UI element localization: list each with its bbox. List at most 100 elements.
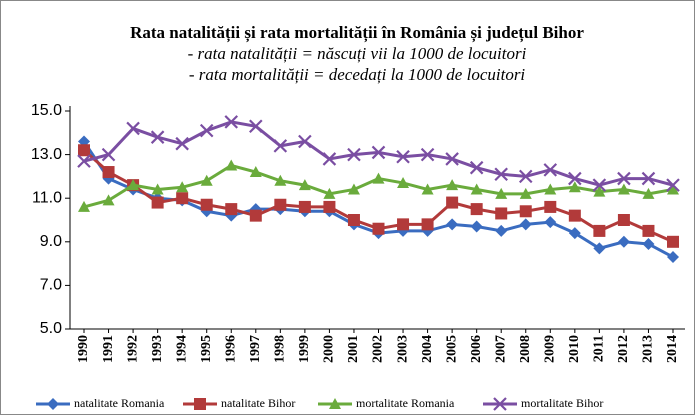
point — [176, 181, 189, 193]
x-tick-label: 2003 — [395, 335, 410, 363]
point — [175, 136, 189, 151]
legend-marker — [329, 398, 341, 409]
chart-subtitle: - rata natalității = născuți vii la 1000… — [188, 44, 527, 63]
point — [642, 187, 655, 199]
point — [667, 183, 679, 195]
point — [151, 183, 164, 195]
point — [544, 183, 557, 195]
point — [274, 198, 287, 211]
point — [642, 224, 655, 237]
point — [568, 171, 582, 186]
x-tick-label: 2009 — [543, 335, 558, 363]
point — [617, 214, 630, 226]
x-tick-label: 2008 — [518, 335, 533, 363]
point — [593, 242, 606, 255]
point — [372, 172, 385, 184]
point — [519, 205, 532, 218]
y-tick-label: 7.0 — [40, 277, 62, 294]
point — [568, 209, 581, 222]
point — [544, 216, 557, 229]
chart-subtitle: - rata mortalității = decedați la 1000 d… — [189, 65, 526, 84]
point — [249, 166, 262, 178]
point — [78, 144, 90, 157]
x-tick-label: 2006 — [469, 335, 484, 363]
x-tick-label: 1992 — [125, 335, 140, 363]
y-tick-label: 9.0 — [40, 233, 62, 250]
point — [102, 194, 115, 206]
point — [176, 192, 189, 205]
point — [396, 150, 410, 164]
point — [446, 196, 459, 209]
point — [593, 224, 606, 237]
point — [592, 178, 607, 192]
legend-label: natalitate Romania — [74, 396, 165, 410]
point — [617, 171, 631, 186]
legend-label: mortalitate Romania — [356, 396, 455, 410]
x-tick-label: 2013 — [641, 335, 656, 363]
point — [495, 207, 508, 220]
x-tick-label: 2014 — [665, 335, 680, 363]
point — [347, 214, 360, 226]
y-tick-label: 13.0 — [31, 146, 62, 163]
x-tick-label: 1997 — [248, 335, 263, 363]
legend-marker — [47, 398, 59, 410]
y-tick-label: 11.0 — [32, 189, 62, 206]
point — [77, 154, 91, 168]
point — [150, 130, 165, 144]
x-tick-label: 2011 — [592, 335, 607, 362]
x-tick-label: 2007 — [493, 335, 508, 363]
point — [397, 218, 410, 231]
point — [641, 171, 656, 186]
x-tick-label: 2005 — [444, 335, 459, 363]
point — [397, 176, 410, 188]
x-tick-label: 1994 — [174, 335, 189, 363]
point — [372, 222, 385, 235]
point — [470, 220, 483, 233]
point — [347, 147, 361, 162]
point — [224, 115, 239, 129]
point — [126, 121, 140, 136]
point — [446, 179, 459, 191]
point — [642, 237, 655, 250]
point — [274, 174, 287, 186]
point — [495, 187, 508, 199]
x-tick-label: 2001 — [346, 335, 361, 363]
point — [199, 123, 214, 138]
chart-title: Rata natalității și rata mortalității în… — [130, 23, 584, 43]
point — [249, 209, 262, 222]
point — [593, 185, 606, 197]
x-tick-label: 1990 — [76, 335, 91, 363]
y-tick-label: 15.0 — [31, 102, 62, 119]
point — [470, 203, 483, 216]
point — [347, 183, 360, 195]
point — [568, 181, 581, 193]
y-tick-label: 5.0 — [40, 320, 62, 337]
point — [667, 251, 679, 264]
point — [298, 134, 312, 149]
point — [151, 196, 164, 209]
point — [200, 174, 213, 186]
x-tick-label: 2002 — [371, 335, 386, 363]
point — [421, 218, 434, 231]
x-tick-label: 2012 — [616, 335, 631, 363]
legend-label: mortalitate Bihor — [521, 396, 603, 410]
point — [420, 147, 435, 162]
x-tick-label: 1993 — [150, 335, 165, 363]
point — [445, 152, 459, 166]
point — [371, 145, 386, 160]
point — [323, 200, 336, 213]
x-tick-label: 1995 — [199, 335, 214, 363]
x-tick-label: 2010 — [567, 335, 582, 363]
point — [225, 203, 238, 216]
point — [666, 178, 680, 192]
point — [667, 235, 679, 248]
point — [78, 200, 90, 212]
x-tick-label: 1999 — [297, 335, 312, 363]
point — [495, 224, 508, 237]
x-tick-label: 1998 — [273, 335, 288, 363]
x-tick-label: 2000 — [322, 335, 337, 363]
point — [518, 169, 533, 184]
point — [298, 200, 311, 213]
